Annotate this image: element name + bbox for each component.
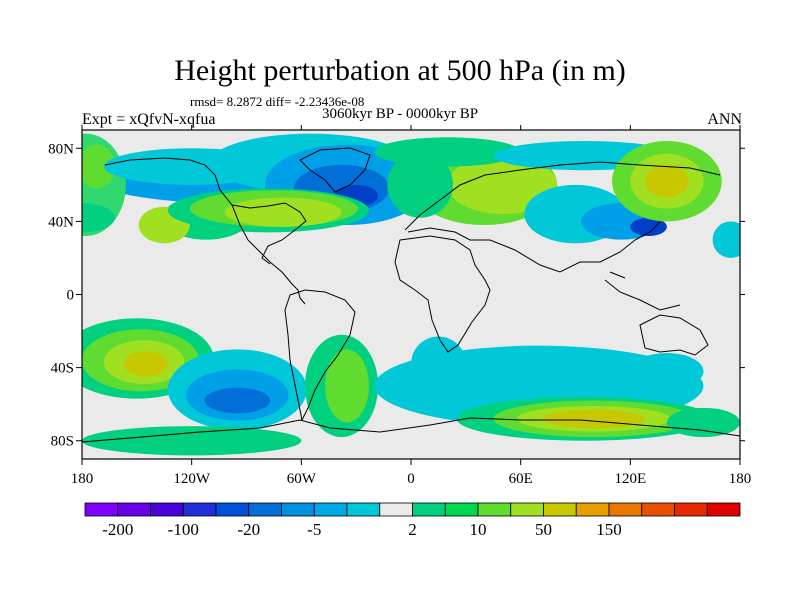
x-tick-label-2: 60W — [287, 471, 317, 487]
stats-label: rmsd= 8.2872 diff= -2.23436e-08 — [190, 94, 365, 109]
map-panel — [81, 129, 741, 460]
colorbar-swatch-2 — [150, 502, 184, 517]
field-region-43 — [82, 426, 302, 456]
coastlines — [82, 147, 740, 443]
colorbar-swatch-17 — [641, 502, 675, 517]
x-tick-label-3: 0 — [407, 471, 415, 487]
coastline-australia — [639, 314, 709, 356]
x-tick-label-1: 120W — [173, 471, 211, 487]
season-label: ANN — [707, 111, 742, 128]
colorbar-swatch-13 — [510, 502, 544, 517]
colorbar-swatch-0 — [84, 502, 119, 517]
field-region-32 — [204, 387, 271, 414]
coastline-south-america — [284, 289, 356, 422]
colorbar-swatch-19 — [706, 502, 741, 517]
x-tick-label-6: 180 — [729, 471, 752, 487]
contour-field — [82, 133, 740, 456]
field-region-40 — [542, 409, 645, 428]
field-region-25 — [712, 221, 740, 258]
coastline-north-america — [104, 157, 307, 305]
y-tick-label-4: 80S — [51, 434, 74, 450]
figure-title: Height perturbation at 500 hPa (in m) — [174, 54, 626, 87]
experiment-label: Expt = xQfvN-xqfua — [82, 111, 216, 128]
map-axes: 180 120W 60W 0 60E 120E 180 80N 40N 0 40S 80S — [48, 125, 751, 487]
colorbar-swatch-5 — [248, 502, 282, 517]
colorbar-swatch-16 — [608, 502, 643, 517]
coastline-europe-asia — [404, 161, 721, 273]
colorbar-label-3: -5 — [307, 520, 321, 539]
colorbar-swatch-8 — [346, 502, 381, 517]
field-region-24 — [644, 164, 689, 198]
field-region-15 — [447, 155, 558, 215]
colorbar-swatch-7 — [313, 502, 348, 517]
colorbar-swatch-15 — [575, 502, 610, 517]
field-region-17 — [387, 151, 454, 218]
field-region-29 — [124, 351, 168, 377]
field-region-5 — [82, 203, 115, 233]
colorbar-swatch-18 — [674, 502, 708, 517]
coastline-southeast-asia — [604, 271, 681, 311]
field-region-34 — [325, 349, 369, 423]
colorbar-label-0: -200 — [102, 520, 133, 539]
colorbar: -200 -100 -20 -5 2 10 50 150 — [84, 502, 741, 539]
colorbar-swatch-9 — [379, 502, 413, 517]
coastline-africa — [394, 235, 491, 353]
x-tick-label-5: 120E — [614, 471, 646, 487]
y-tick-label-0: 80N — [48, 141, 74, 157]
x-tick-label-0: 180 — [71, 471, 94, 487]
y-tick-label-2: 0 — [67, 288, 75, 304]
colorbar-label-4: 2 — [408, 520, 417, 539]
colorbar-swatch-14 — [543, 502, 577, 517]
field-region-20 — [630, 217, 667, 237]
field-region-42 — [630, 352, 704, 390]
colorbar-label-6: 50 — [535, 520, 552, 539]
y-tick-label-1: 40N — [48, 214, 74, 230]
colorbar-swatch-4 — [215, 502, 250, 517]
colorbar-swatch-11 — [444, 502, 479, 517]
colorbar-swatch-12 — [477, 502, 512, 517]
colorbar-swatch-10 — [412, 502, 446, 517]
y-tick-label-3: 40S — [51, 361, 74, 377]
coastline-antarctica — [82, 417, 740, 443]
colorbar-label-7: 150 — [596, 520, 622, 539]
colorbar-label-5: 10 — [470, 520, 487, 539]
colorbar-label-1: -100 — [168, 520, 199, 539]
colorbar-label-2: -20 — [237, 520, 260, 539]
field-region-4 — [82, 144, 115, 189]
colorbar-swatch-6 — [281, 502, 315, 517]
field-region-13 — [224, 197, 342, 227]
x-tick-label-4: 60E — [509, 471, 533, 487]
colorbar-swatch-3 — [182, 502, 217, 517]
field-region-41 — [666, 407, 740, 438]
colorbar-swatch-1 — [117, 502, 151, 517]
coastline-greenland — [299, 147, 371, 193]
period-label: 3060kyr BP - 0000kyr BP — [322, 106, 479, 122]
